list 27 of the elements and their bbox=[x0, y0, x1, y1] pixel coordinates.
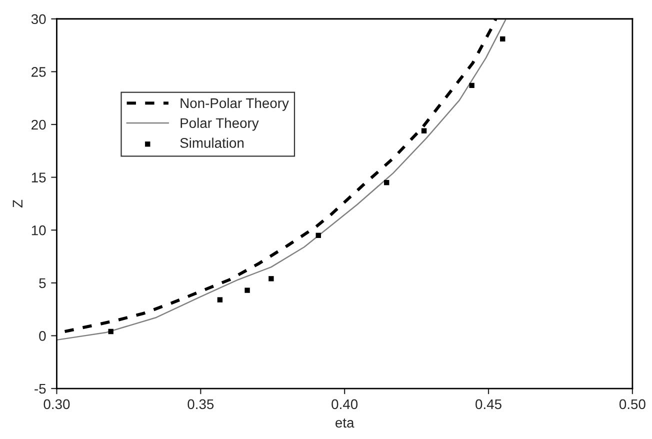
y-tick-label: 20 bbox=[32, 120, 46, 130]
x-tick-label: 0.30 bbox=[44, 399, 70, 410]
y-tick-label: 0 bbox=[39, 331, 46, 341]
point bbox=[469, 82, 474, 88]
y-tick-label: 25 bbox=[32, 67, 46, 77]
legend-label: Polar Theory bbox=[180, 118, 259, 131]
legend-label: Non-Polar Theory bbox=[180, 98, 289, 111]
point bbox=[384, 180, 390, 186]
y-tick-label: 15 bbox=[32, 172, 46, 182]
x-tick-label: 0.35 bbox=[188, 399, 214, 410]
y-tick-label: -5 bbox=[34, 384, 46, 394]
point bbox=[244, 288, 250, 293]
point bbox=[500, 36, 506, 42]
point bbox=[108, 328, 114, 334]
x-tick-label: 0.45 bbox=[476, 399, 502, 410]
point bbox=[421, 128, 427, 134]
point bbox=[316, 232, 321, 238]
x-tick-label: 0.40 bbox=[332, 399, 358, 410]
point bbox=[217, 297, 223, 302]
y-axis-title: Z bbox=[12, 200, 22, 208]
legend-label: Simulation bbox=[180, 138, 244, 148]
x-tick-label: 0.50 bbox=[619, 399, 646, 410]
x-axis-title: eta bbox=[336, 418, 354, 428]
y-tick-label: 5 bbox=[39, 278, 46, 288]
y-tick-label: 10 bbox=[32, 225, 46, 236]
y-tick-label: 30 bbox=[31, 14, 46, 24]
point bbox=[268, 276, 274, 282]
